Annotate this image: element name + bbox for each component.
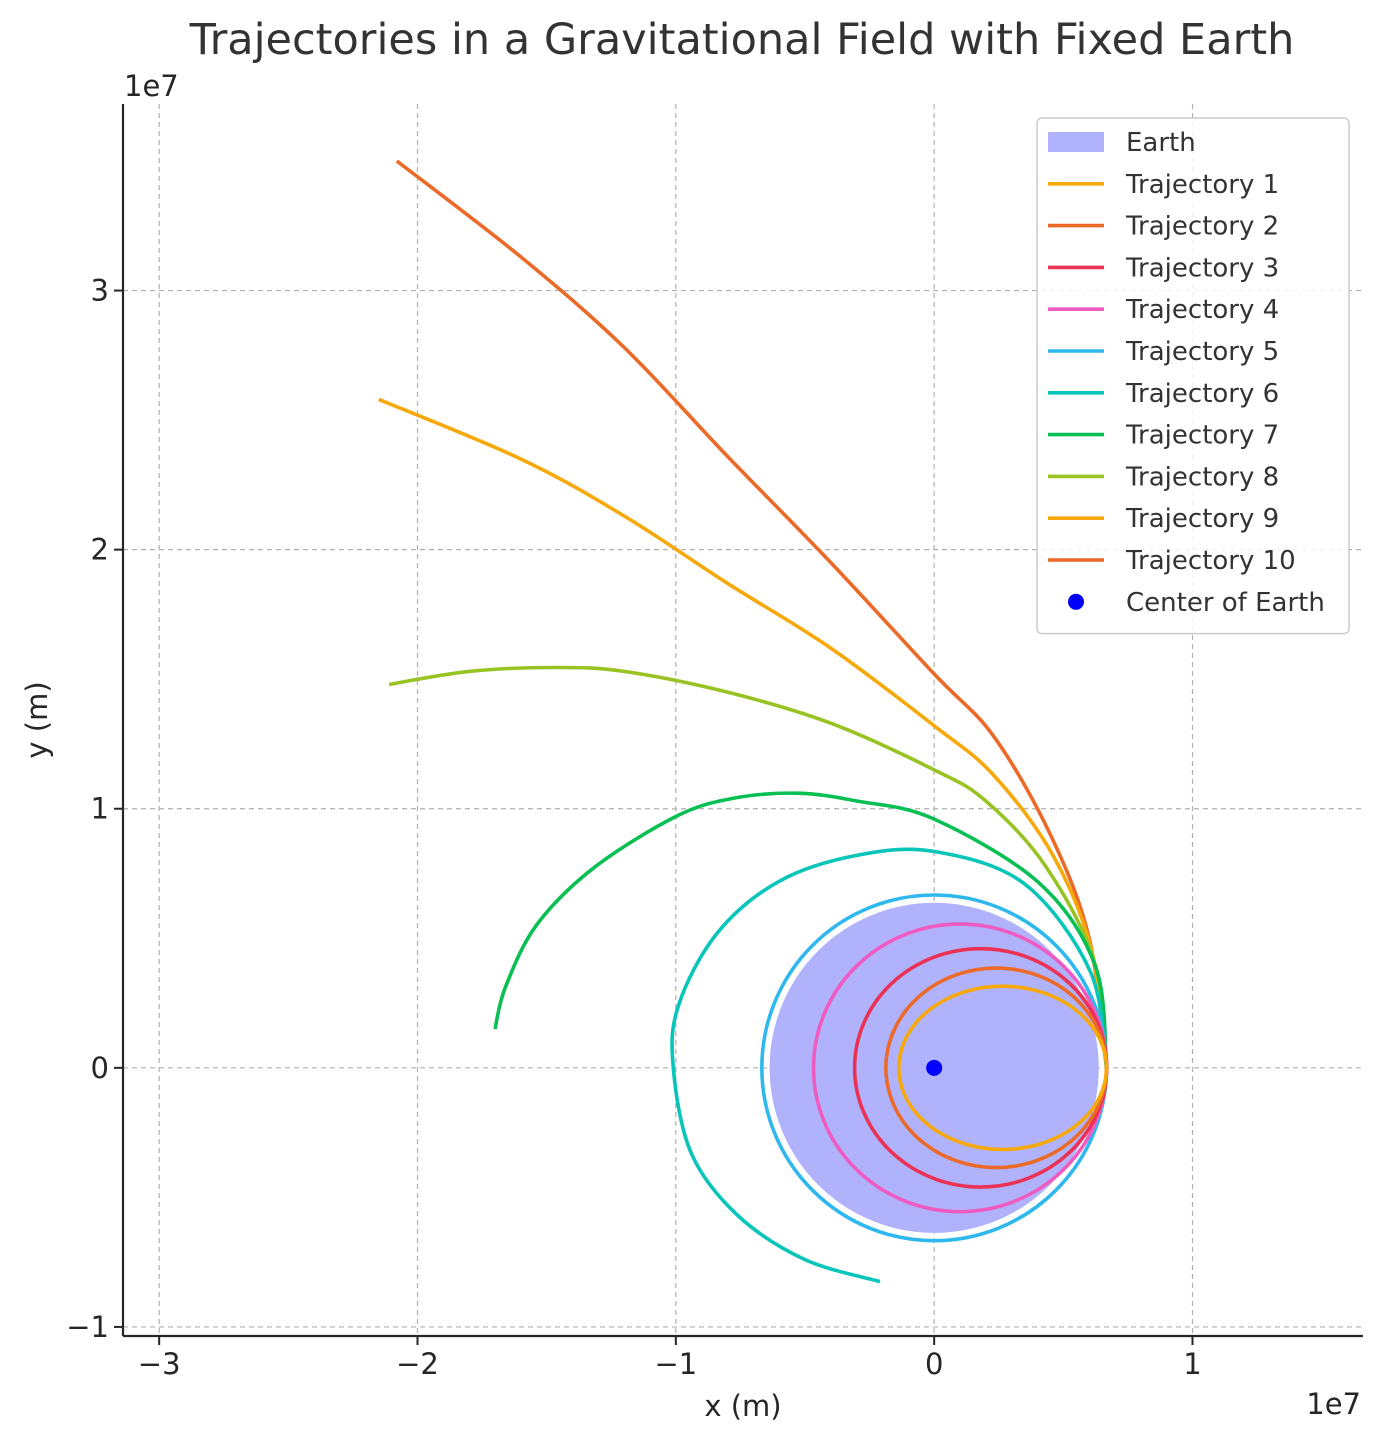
trajectory-1-line: [896, 984, 1109, 1152]
plot-area: [378, 159, 1109, 1284]
legend-entry: Trajectory 7: [1048, 421, 1279, 451]
y-offset-label: 1e7: [124, 69, 179, 103]
legend-entry: Trajectory 4: [1048, 295, 1279, 325]
legend-entry: Trajectory 5: [1048, 337, 1279, 367]
legend-entry: Trajectory 9: [1048, 504, 1279, 534]
x-tick-label: 0: [925, 1347, 943, 1381]
x-offset-label: 1e7: [1306, 1387, 1361, 1421]
y-tick-label: 2: [91, 533, 109, 567]
legend-entry: Trajectory 10: [1048, 546, 1296, 576]
chart-title: Trajectories in a Gravitational Field wi…: [189, 15, 1295, 65]
legend-marker-swatch: [1068, 593, 1084, 610]
legend-label: Trajectory 6: [1125, 379, 1279, 409]
trajectory-8-line: [388, 665, 1109, 1069]
legend-entry: Trajectory 2: [1048, 212, 1279, 242]
legend-label: Trajectory 5: [1125, 337, 1279, 367]
legend-label: Trajectory 3: [1125, 253, 1279, 283]
y-tick-label: 3: [91, 274, 109, 308]
legend-label: Trajectory 2: [1125, 212, 1279, 242]
x-tick-label: −1: [654, 1347, 697, 1381]
legend-box: [1036, 117, 1350, 635]
legend-label: Earth: [1126, 128, 1196, 158]
y-tick-label: −1: [66, 1310, 109, 1344]
y-tick-label: 0: [91, 1051, 109, 1085]
legend-entry: Trajectory 1: [1048, 170, 1279, 200]
legend-entry: Trajectory 3: [1048, 253, 1279, 283]
x-tick-label: −2: [396, 1347, 439, 1381]
trajectory-10-line: [395, 159, 1109, 1069]
axes: [121, 104, 1363, 1338]
legend-label: Trajectory 1: [1125, 170, 1279, 200]
trajectory-7-line: [493, 791, 1109, 1068]
center-of-earth-marker: [926, 1059, 943, 1076]
legend-entry: Earth: [1048, 128, 1196, 158]
legend-label: Trajectory 8: [1125, 462, 1279, 492]
legend-entry: Trajectory 6: [1048, 379, 1279, 409]
ticks: −3 −2 −1 0 1 −1 0 1 2 3: [66, 274, 1201, 1381]
legend-entry: Trajectory 8: [1048, 462, 1279, 492]
legend-label: Trajectory 7: [1125, 421, 1279, 451]
legend-label: Trajectory 4: [1125, 295, 1279, 325]
legend: Earth Trajectory 1 Trajectory 2 Trajectory …: [1036, 117, 1350, 635]
y-axis-label: y (m): [20, 681, 54, 758]
legend-label: Trajectory 9: [1125, 504, 1279, 534]
legend-entry: Center of Earth: [1068, 588, 1325, 618]
x-tick-label: 1: [1183, 1347, 1201, 1381]
legend-earth-swatch: [1048, 132, 1104, 152]
y-tick-label: 1: [91, 792, 109, 826]
x-axis-label: x (m): [704, 1389, 781, 1423]
trajectory-9-line: [378, 397, 1109, 1069]
trajectory-6-line: [670, 847, 1109, 1284]
x-tick-label: −3: [138, 1347, 181, 1381]
legend-label: Trajectory 10: [1125, 546, 1296, 576]
legend-label: Center of Earth: [1126, 588, 1325, 618]
